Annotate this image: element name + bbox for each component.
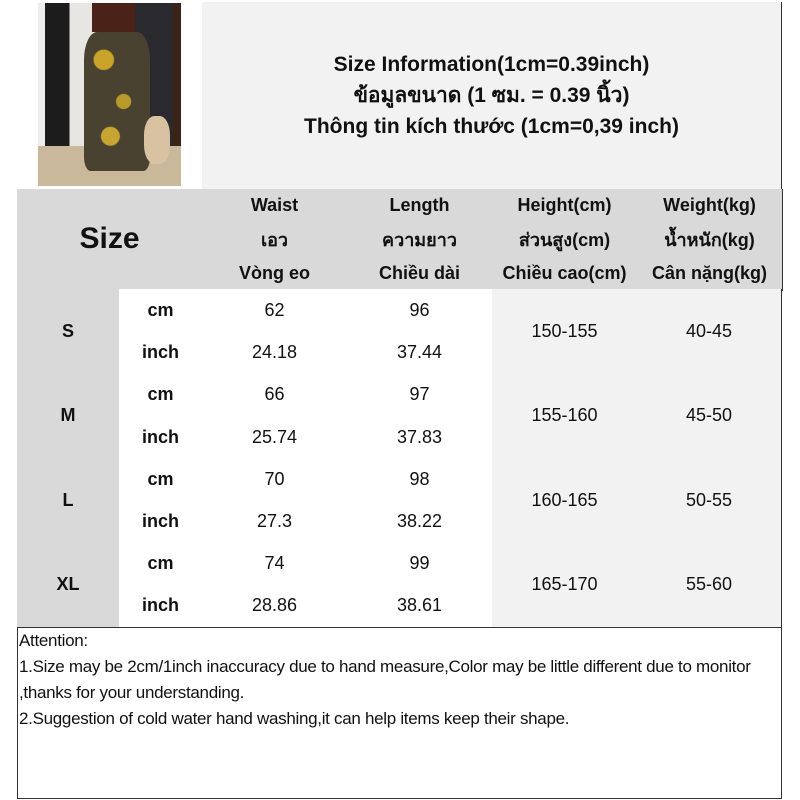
size-label: S — [17, 289, 120, 374]
unit-label-cm: cm — [119, 289, 203, 332]
column-header-th: เอว — [202, 222, 348, 257]
column-header-th: ความยาว — [347, 222, 493, 257]
column-header-th: น้ำหนัก(kg) — [637, 222, 783, 257]
product-photo — [38, 3, 181, 186]
weight-range: 45-50 — [637, 373, 782, 459]
size-info-title: Size Information(1cm=0.39inch) ข้อมูลขนา… — [202, 2, 782, 190]
attention-note-2: 2.Suggestion of cold water hand washing,… — [19, 709, 570, 728]
column-header-vi: Vòng eo — [202, 256, 348, 291]
title-th: ข้อมูลขนาด (1 ซม. = 0.39 นิ้ว) — [353, 84, 630, 107]
length-cm: 98 — [347, 458, 493, 501]
height-range: 165-170 — [492, 542, 638, 628]
title-en: Size Information(1cm=0.39inch) — [333, 53, 650, 76]
column-header-en: Weight(kg) — [637, 189, 783, 223]
column-header-en: Waist — [202, 189, 348, 223]
weight-range: 40-45 — [637, 289, 782, 374]
waist-cm: 66 — [202, 373, 348, 417]
attention-heading: Attention: — [19, 631, 88, 650]
length-cm: 96 — [347, 289, 493, 332]
column-header-vi: Chiều dài — [347, 256, 493, 291]
unit-label-inch: inch — [119, 584, 203, 628]
weight-range: 55-60 — [637, 542, 782, 628]
size-label: XL — [17, 542, 120, 628]
unit-label-cm: cm — [119, 373, 203, 417]
column-header-vi: Cân nặng(kg) — [637, 256, 783, 291]
column-header-en: Height(cm) — [492, 189, 638, 223]
length-inch: 37.44 — [347, 331, 493, 374]
waist-cm: 74 — [202, 542, 348, 585]
unit-label-inch: inch — [119, 500, 203, 543]
unit-label-inch: inch — [119, 331, 203, 374]
weight-range: 50-55 — [637, 458, 782, 543]
length-cm: 99 — [347, 542, 493, 585]
length-inch: 38.61 — [347, 584, 493, 628]
title-vi: Thông tin kích thước (1cm=0,39 inch) — [304, 115, 679, 138]
length-inch: 37.83 — [347, 416, 493, 459]
waist-inch: 24.18 — [202, 331, 348, 374]
attention-note-1: 1.Size may be 2cm/1inch inaccuracy due t… — [19, 657, 751, 702]
waist-cm: 70 — [202, 458, 348, 501]
column-header-en: Length — [347, 189, 493, 223]
waist-inch: 28.86 — [202, 584, 348, 628]
column-header-th: ส่วนสูง(cm) — [492, 222, 638, 257]
size-header: Size — [17, 189, 203, 290]
size-label: M — [17, 373, 120, 459]
attention-notes: Attention: 1.Size may be 2cm/1inch inacc… — [19, 628, 779, 732]
height-range: 160-165 — [492, 458, 638, 543]
height-range: 155-160 — [492, 373, 638, 459]
waist-inch: 27.3 — [202, 500, 348, 543]
length-inch: 38.22 — [347, 500, 493, 543]
unit-label-cm: cm — [119, 458, 203, 501]
length-cm: 97 — [347, 373, 493, 417]
size-label: L — [17, 458, 120, 543]
unit-label-inch: inch — [119, 416, 203, 459]
height-range: 150-155 — [492, 289, 638, 374]
unit-label-cm: cm — [119, 542, 203, 585]
column-header-vi: Chiều cao(cm) — [492, 256, 638, 291]
waist-cm: 62 — [202, 289, 348, 332]
waist-inch: 25.74 — [202, 416, 348, 459]
